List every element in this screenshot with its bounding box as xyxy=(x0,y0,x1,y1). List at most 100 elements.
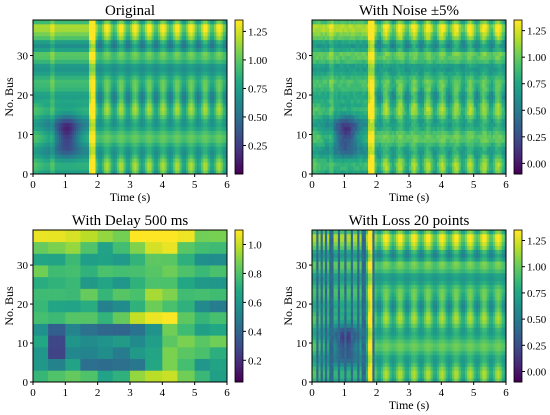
heatmap-cell xyxy=(112,43,116,49)
heatmap-cell xyxy=(97,142,101,147)
heatmap-cell xyxy=(108,95,111,100)
heatmap-cell xyxy=(84,158,88,163)
heatmap-cell xyxy=(160,51,163,56)
heatmap-cell xyxy=(110,23,114,29)
heatmap-cell xyxy=(56,20,60,25)
heatmap-cell xyxy=(106,138,109,143)
heatmap-cell xyxy=(134,67,137,72)
heatmap-cell xyxy=(84,27,88,33)
heatmap-cell xyxy=(132,142,135,147)
heatmap-cell xyxy=(91,126,94,131)
heatmap-cell xyxy=(153,102,157,108)
heatmap-cell xyxy=(132,158,135,163)
heatmap-cell xyxy=(132,35,135,41)
heatmap-cell xyxy=(39,138,43,143)
heatmap-cell xyxy=(35,110,38,116)
heatmap-cell xyxy=(117,166,120,171)
heatmap-cell xyxy=(58,91,62,96)
heatmap-cell xyxy=(153,63,157,68)
heatmap-cell xyxy=(93,98,96,104)
heatmap-cell xyxy=(61,31,64,37)
heatmap-cell xyxy=(110,27,114,33)
heatmap-cell xyxy=(58,162,62,167)
heatmap-cell xyxy=(91,75,94,80)
heatmap-cell xyxy=(123,31,127,37)
heatmap-cell xyxy=(39,118,43,124)
heatmap-cell xyxy=(48,79,51,84)
heatmap-cell xyxy=(63,102,66,108)
heatmap-cell xyxy=(86,27,90,33)
heatmap-cell xyxy=(45,91,49,96)
heatmap-cell xyxy=(37,75,40,80)
heatmap-cell xyxy=(33,98,36,104)
heatmap-cell xyxy=(93,51,96,56)
heatmap-cell xyxy=(39,95,43,100)
heatmap-cell xyxy=(114,47,118,52)
heatmap-cell xyxy=(134,23,137,29)
heatmap-cell xyxy=(61,110,64,116)
heatmap-cell xyxy=(56,118,60,124)
heatmap-cell xyxy=(99,102,103,108)
heatmap-cell xyxy=(86,63,90,68)
heatmap-cell xyxy=(106,23,109,29)
heatmap-cell xyxy=(110,102,114,108)
heatmap-cell xyxy=(127,98,131,104)
heatmap-cell xyxy=(160,95,163,100)
heatmap-cell xyxy=(65,20,68,25)
heatmap-cell xyxy=(104,43,107,49)
heatmap-cell xyxy=(147,134,150,139)
heatmap-cell xyxy=(106,27,109,33)
heatmap-cell xyxy=(114,71,118,76)
heatmap-cell xyxy=(52,51,55,56)
heatmap-cell xyxy=(132,166,135,171)
heatmap-cell xyxy=(138,71,142,76)
heatmap-cell xyxy=(93,75,96,80)
heatmap-cell xyxy=(112,83,116,88)
heatmap-cell xyxy=(108,71,111,76)
heatmap-cell xyxy=(76,87,79,92)
heatmap-cell xyxy=(114,154,118,159)
heatmap-cell xyxy=(93,126,96,131)
heatmap-cell xyxy=(160,114,163,120)
heatmap-cell xyxy=(35,63,38,68)
heatmap-cell xyxy=(89,146,92,151)
heatmap-cell xyxy=(69,67,73,72)
heatmap-cell xyxy=(95,79,99,84)
heatmap-cell xyxy=(93,134,96,139)
heatmap-cell xyxy=(151,158,155,163)
heatmap-cell xyxy=(86,142,90,147)
heatmap-cell xyxy=(45,142,49,147)
heatmap-cell xyxy=(95,31,99,37)
heatmap-cell xyxy=(93,71,96,76)
heatmap-cell xyxy=(65,95,68,100)
heatmap-cell xyxy=(125,154,129,159)
heatmap-cell xyxy=(110,87,114,92)
heatmap-cell xyxy=(145,23,148,29)
heatmap-cell xyxy=(145,106,148,112)
heatmap-cell xyxy=(106,162,109,167)
heatmap-cell xyxy=(61,63,64,68)
heatmap-cell xyxy=(41,83,45,88)
heatmap-cell xyxy=(130,138,133,143)
heatmap-cell xyxy=(153,95,157,100)
heatmap-cell xyxy=(149,142,152,147)
heatmap-cell xyxy=(78,106,81,112)
heatmap-cell xyxy=(138,47,142,52)
heatmap-cell xyxy=(125,39,129,45)
heatmap-cell xyxy=(65,39,68,45)
heatmap-cell xyxy=(108,39,111,45)
heatmap-cell xyxy=(97,87,101,92)
heatmap-cell xyxy=(33,154,36,159)
heatmap-cell xyxy=(147,67,150,72)
heatmap-cell xyxy=(119,79,122,84)
heatmap-cell xyxy=(45,134,49,139)
heatmap-cell xyxy=(104,27,107,33)
heatmap-cell xyxy=(153,51,157,56)
heatmap-cell xyxy=(123,35,127,41)
heatmap-cell xyxy=(140,71,144,76)
heatmap-cell xyxy=(93,20,96,25)
heatmap-cell xyxy=(136,138,140,143)
heatmap-cell xyxy=(33,166,36,171)
heatmap-cell xyxy=(76,138,79,143)
heatmap-cell xyxy=(151,59,155,64)
